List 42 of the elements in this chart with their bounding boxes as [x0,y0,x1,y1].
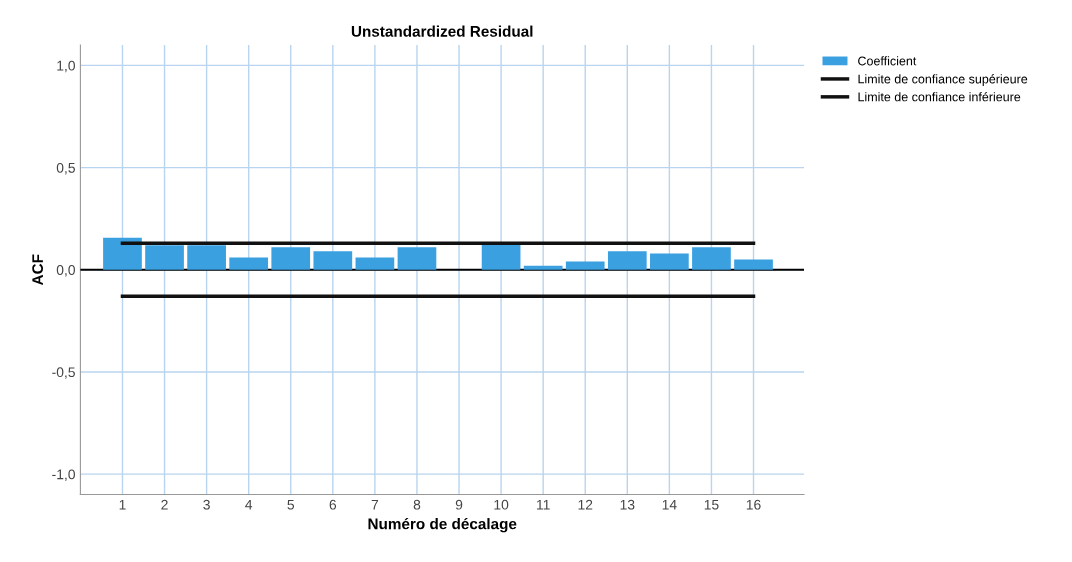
bar [229,257,269,270]
bar [187,245,226,270]
bar [523,265,563,270]
bar [565,261,605,270]
bar [481,243,521,270]
bar [103,237,142,270]
x-tick-label: 4 [245,499,253,510]
x-tick-label: 10 [494,499,509,510]
x-tick-label: 14 [662,499,677,510]
chart-title: Unstandardized Residual [351,25,533,37]
x-tick-label: 1 [119,499,126,510]
y-tick-label: 0,5 [56,162,75,175]
x-tick-label: 11 [537,499,550,510]
y-axis-title: ACF [32,254,44,286]
bar [607,251,647,270]
legend-label: Limite de confiance supérieure [858,74,1028,86]
x-tick-label: 8 [413,499,421,510]
bar [313,251,353,270]
legend-label: Limite de confiance inférieure [858,92,1021,102]
bar [271,247,311,270]
x-tick-label: 5 [287,499,295,510]
bar [397,247,437,270]
x-tick-label: 7 [371,499,379,510]
y-tick-label: -1,0 [52,469,75,481]
x-tick-label: 15 [704,499,719,510]
x-tick-label: 16 [746,499,761,510]
bar [734,259,773,270]
x-tick-label: 13 [620,499,635,510]
x-tick-label: 2 [161,499,168,510]
y-tick-label: 1,0 [57,60,75,73]
x-tick-label: 12 [578,499,593,510]
x-axis-title: Numéro de décalage [368,517,517,533]
bar [650,253,689,270]
bar [145,245,184,270]
bar [692,247,731,270]
y-tick-label: -0,5 [52,367,75,379]
legend-label: Coefficient [858,56,917,66]
x-tick-label: 6 [329,499,337,510]
x-tick-label: 3 [203,499,210,510]
bar [355,257,395,270]
x-tick-label: 9 [455,499,463,510]
y-tick-label: 0,0 [56,265,75,277]
